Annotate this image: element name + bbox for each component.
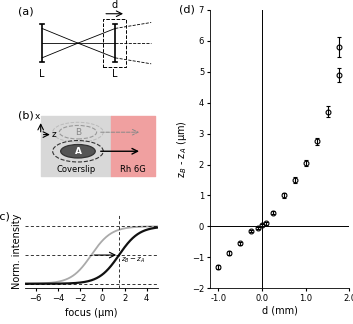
- X-axis label: d (mm): d (mm): [262, 306, 298, 316]
- Text: B: B: [75, 128, 81, 137]
- Ellipse shape: [61, 145, 95, 158]
- Text: (d): (d): [179, 4, 195, 14]
- Text: L: L: [113, 69, 118, 78]
- Text: Rh 6G: Rh 6G: [120, 165, 146, 174]
- X-axis label: focus (μm): focus (μm): [65, 308, 118, 318]
- Y-axis label: z$_B$ - z$_A$ (μm): z$_B$ - z$_A$ (μm): [175, 120, 189, 178]
- Text: (a): (a): [18, 6, 34, 17]
- Text: x: x: [35, 112, 40, 121]
- Text: Coverslip: Coverslip: [56, 165, 96, 174]
- Text: A: A: [74, 147, 82, 156]
- Text: (b): (b): [18, 111, 34, 121]
- Text: (c): (c): [0, 211, 10, 221]
- Text: z: z: [52, 130, 56, 139]
- Text: $z_B - z_A$: $z_B - z_A$: [121, 256, 145, 265]
- Y-axis label: Norm. intensity: Norm. intensity: [12, 214, 22, 289]
- Text: d: d: [112, 0, 118, 10]
- Text: L: L: [39, 69, 45, 78]
